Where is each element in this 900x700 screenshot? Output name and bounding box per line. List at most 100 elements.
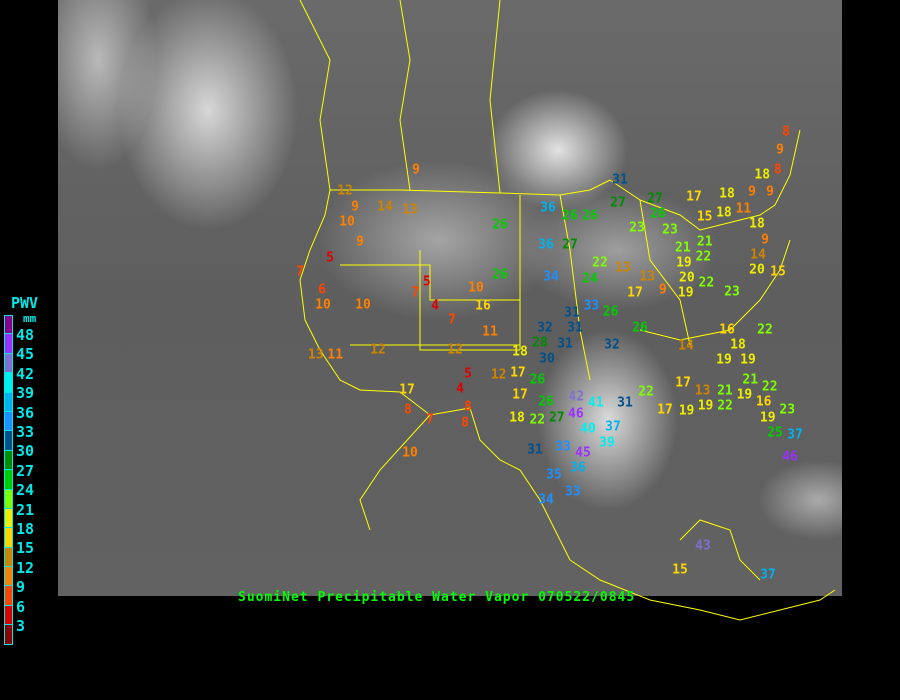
station-pwv-value: 26 — [492, 267, 508, 283]
station-pwv-value: 22 — [529, 412, 546, 428]
legend-swatch — [4, 567, 13, 587]
station-pwv-value: 13 — [694, 383, 711, 399]
station-pwv-value: 7 — [448, 312, 456, 328]
station-pwv-value: 10 — [468, 280, 484, 296]
border-line — [299, 0, 331, 191]
station-pwv-value: 17 — [627, 285, 643, 301]
station-pwv-value: 9 — [412, 162, 420, 178]
station-pwv-value: 13 — [402, 202, 418, 218]
station-pwv-value: 45 — [575, 445, 591, 461]
station-pwv-value: 19 — [676, 255, 692, 271]
station-pwv-value: 31 — [557, 336, 573, 352]
legend-swatch — [4, 528, 13, 548]
border-line — [609, 129, 801, 231]
station-pwv-value: 22 — [638, 384, 654, 400]
station-pwv-value: 25 — [767, 425, 783, 441]
legend-tick-label: 21 — [16, 500, 35, 519]
station-pwv-value: 31 — [612, 172, 628, 188]
border-line — [359, 389, 571, 561]
station-pwv-value: 42 — [568, 389, 585, 405]
station-pwv-value: 9 — [748, 184, 756, 200]
station-pwv-value: 36 — [540, 200, 556, 216]
station-pwv-value: 17 — [686, 189, 702, 205]
station-pwv-value: 5 — [464, 366, 472, 382]
station-pwv-value: 33 — [565, 484, 581, 500]
legend-tick-label: 33 — [16, 423, 35, 441]
legend-swatch — [4, 334, 13, 354]
station-pwv-value: 28 — [532, 335, 548, 351]
station-pwv-value: 23 — [724, 284, 740, 300]
station-pwv-value: 46 — [568, 406, 584, 422]
station-pwv-value: 9 — [351, 199, 359, 215]
station-pwv-value: 37 — [787, 427, 803, 443]
legend-tick-label: 15 — [16, 539, 35, 558]
station-pwv-value: 23 — [662, 222, 678, 238]
station-pwv-value: 36 — [538, 237, 554, 253]
station-pwv-value: 26 — [632, 320, 648, 336]
station-pwv-value: 9 — [766, 184, 774, 200]
station-pwv-value: 34 — [543, 269, 559, 285]
legend-tick-label: 24 — [16, 481, 35, 500]
station-pwv-value: 15 — [696, 209, 713, 225]
legend-tick-label: 30 — [16, 442, 35, 461]
station-pwv-value: 17 — [675, 375, 691, 391]
station-pwv-value: 20 — [679, 270, 695, 286]
station-pwv-value: 11 — [735, 201, 752, 217]
legend-swatch — [4, 353, 13, 374]
station-pwv-value: 26 — [529, 372, 546, 388]
station-pwv-value: 18 — [716, 205, 732, 221]
station-pwv-value: 18 — [749, 216, 765, 232]
station-pwv-value: 14 — [678, 338, 694, 354]
border-line — [340, 264, 520, 301]
station-pwv-value: 22 — [757, 322, 773, 338]
station-pwv-value: 22 — [695, 249, 712, 265]
station-pwv-value: 26 — [492, 217, 508, 233]
station-pwv-value: 14 — [750, 247, 766, 263]
station-pwv-value: 27 — [647, 191, 663, 207]
station-pwv-value: 8 — [464, 399, 472, 415]
station-pwv-value: 18 — [719, 186, 735, 202]
station-pwv-value: 17 — [657, 402, 673, 418]
border-line — [639, 199, 691, 346]
station-pwv-value: 26 — [602, 304, 619, 320]
border-line — [330, 179, 611, 196]
map-title: SuomiNet Precipitable Water Vapor 070522… — [238, 590, 636, 605]
station-pwv-value: 10 — [402, 445, 418, 461]
station-pwv-value: 22 — [761, 379, 778, 395]
station-pwv-value: 7 — [426, 412, 434, 428]
station-pwv-value: 15 — [770, 264, 786, 280]
station-pwv-value: 31 — [564, 305, 580, 321]
legend-title: PWV — [11, 294, 39, 312]
station-pwv-value: 13 — [307, 347, 324, 363]
station-pwv-value: 31 — [527, 442, 543, 458]
station-pwv-value: 31 — [567, 320, 583, 336]
station-pwv-value: 30 — [539, 351, 555, 367]
legend-tick-label: 36 — [16, 403, 35, 422]
station-pwv-value: 31 — [617, 395, 633, 411]
station-pwv-value: 22 — [698, 275, 715, 291]
station-pwv-value: 33 — [583, 298, 600, 314]
station-pwv-value: 9 — [761, 232, 769, 248]
station-pwv-value: 24 — [582, 271, 598, 287]
station-pwv-value: 17 — [399, 382, 415, 398]
legend-swatch — [4, 431, 13, 451]
station-pwv-value: 19 — [716, 352, 732, 368]
station-pwv-value: 8 — [782, 124, 790, 140]
station-pwv-value: 9 — [658, 282, 667, 298]
legend-swatch — [4, 392, 13, 412]
station-pwv-value: 21 — [717, 383, 733, 399]
station-pwv-value: 19 — [697, 398, 714, 414]
station-pwv-value: 20 — [749, 262, 765, 278]
station-pwv-value: 37 — [760, 567, 776, 583]
station-pwv-value: 32 — [604, 337, 620, 353]
station-pwv-value: 13 — [615, 260, 631, 276]
border-line — [489, 0, 501, 194]
station-pwv-value: 33 — [555, 439, 571, 455]
station-pwv-value: 12 — [447, 342, 463, 358]
legend-swatch — [4, 373, 13, 393]
station-pwv-value: 22 — [717, 398, 733, 414]
station-pwv-value: 27 — [548, 410, 565, 426]
station-pwv-value: 10 — [339, 214, 355, 230]
legend-swatch — [4, 489, 13, 509]
